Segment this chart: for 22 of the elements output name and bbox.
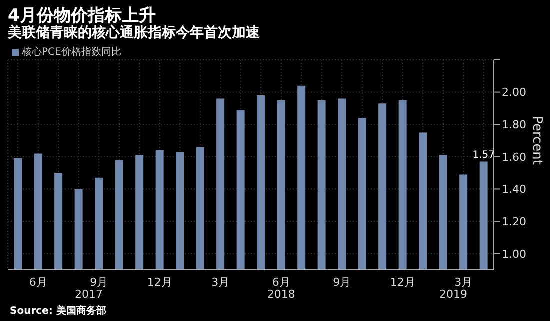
x-tick-label: 9月	[333, 276, 352, 289]
text: 2019	[438, 288, 468, 301]
y-tick-label: 1.60	[502, 150, 526, 164]
x-tick-label: 6月	[272, 276, 290, 289]
y-axis-title: Percent	[529, 116, 544, 165]
x-tick-label: 3月	[212, 276, 230, 289]
y-tick-label: 1.80	[502, 118, 526, 132]
source-note: Source: 美国商务部	[10, 304, 106, 318]
y-tick-label: 1.20	[502, 215, 526, 228]
x-tick-label: 6月	[29, 276, 48, 289]
text: 2017	[74, 288, 104, 301]
x-tick-label: 9月	[90, 276, 108, 289]
y-tick-label: 1.40	[502, 183, 526, 196]
text: 2018	[266, 288, 296, 301]
legend-label: 核心PCE价格指数同比	[21, 46, 122, 59]
x-tick-label: 12月	[147, 276, 172, 289]
chart-title: 4月份物价指标上升	[8, 5, 156, 26]
x-tick-label: 3月	[454, 276, 473, 289]
chart-subtitle: 美联储青睐的核心通胀指标今年首次加速	[8, 24, 260, 42]
y-tick-label: 2.00	[502, 86, 526, 100]
y-tick-label: 1.00	[502, 248, 526, 261]
x-tick-label: 12月	[390, 276, 416, 289]
